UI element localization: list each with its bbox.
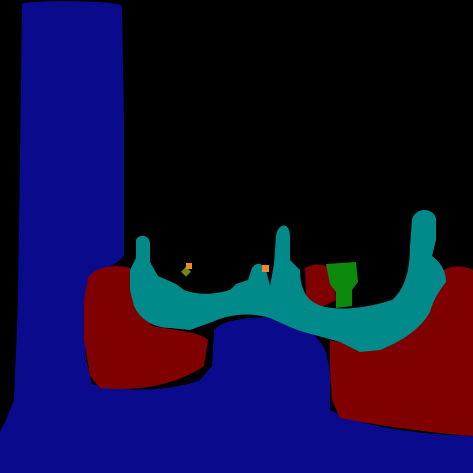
maroon-region xyxy=(84,264,473,436)
green-region xyxy=(181,262,358,308)
orange-speck-left xyxy=(186,263,192,269)
green-block xyxy=(326,262,358,308)
teal-region xyxy=(130,209,446,352)
maroon-right-block xyxy=(330,266,473,436)
maroon-left-block xyxy=(84,266,208,390)
orange-speck-right xyxy=(262,265,269,272)
orange-region xyxy=(186,263,269,272)
maroon-center-block xyxy=(305,264,336,308)
green-speck xyxy=(181,266,191,277)
teal-band xyxy=(130,209,446,352)
